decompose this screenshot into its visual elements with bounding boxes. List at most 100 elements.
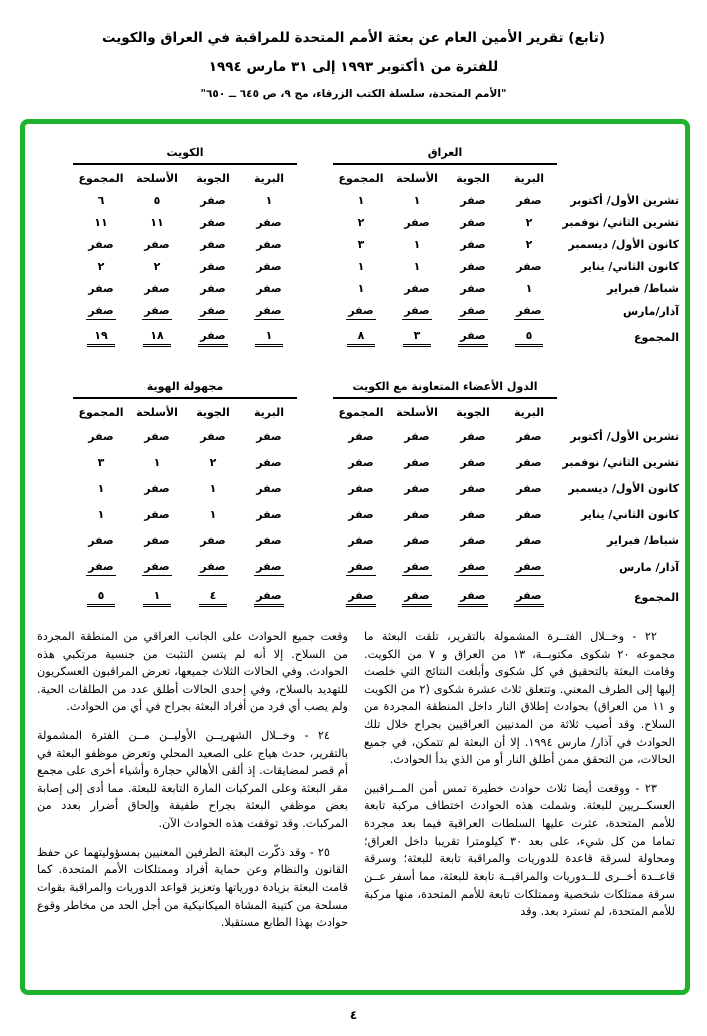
cell-value: ١ [143, 589, 171, 607]
cell-value: صفر [142, 560, 172, 576]
cell-value: صفر [348, 429, 374, 443]
month-label: آذار/مارس [623, 305, 679, 318]
cell-value: صفر [200, 281, 226, 295]
cell-value: صفر [144, 481, 170, 495]
table-row: تشرين الأول/ أكتوبر صفر صفر ١ ١ ١ صفر ٥ … [73, 189, 679, 211]
cell-value: ١ [357, 193, 365, 207]
cell-value: صفر [254, 560, 284, 576]
cell-value: صفر [144, 429, 170, 443]
cell-value: ١١ [150, 215, 164, 229]
cell-value: ١ [265, 193, 273, 207]
table-row: تشرين الثاني/ نوفمبر ٢ صفر صفر ٢ صفر صفر… [73, 211, 679, 233]
table-row: المجموع ٥ صفر ٣ ٨ ١ صفر ١٨ ١٩ [73, 324, 679, 351]
cell-value: صفر [346, 589, 376, 607]
cell-value: ١ [97, 507, 105, 521]
table-row: آذار/ مارس صفر صفر صفر صفر صفر صفر صفر ص… [73, 553, 679, 582]
text-column-left: وقعت جميع الحوادث على الجانب العراقي من … [37, 628, 348, 943]
col-header-ground: البرية [513, 172, 545, 185]
cell-value: صفر [256, 215, 282, 229]
cell-value: ٢ [153, 259, 161, 273]
cell-value: صفر [346, 304, 376, 320]
cell-value: صفر [198, 560, 228, 576]
cell-value: ١١ [94, 215, 108, 229]
month-label: المجموع [634, 331, 679, 344]
cell-value: ٣ [403, 329, 431, 347]
col-header-ground: البرية [253, 406, 285, 419]
cell-value: صفر [346, 560, 376, 576]
cell-value: صفر [144, 281, 170, 295]
cell-value: ١ [357, 259, 365, 273]
cell-value: ١ [525, 281, 533, 295]
report-title: (تابع) تقرير الأمين العام عن بعثة الأمم … [101, 30, 606, 46]
paragraph-24: ٢٤ - وخــلال الشهريــن الأوليــن مــن ال… [37, 729, 348, 831]
col-header-air: الجوية [196, 172, 230, 185]
cell-value: صفر [254, 304, 284, 320]
cell-value: صفر [88, 281, 114, 295]
cell-value: صفر [460, 429, 486, 443]
cell-value: صفر [200, 193, 226, 207]
month-label: كانون الثاني/ يناير [580, 259, 679, 273]
cell-value: صفر [516, 455, 542, 469]
group-header-row: الدول الأعضاء المتعاونة مع الكويت مجهولة… [73, 380, 679, 399]
group-header-kuwait: الكويت [73, 146, 297, 165]
cell-value: صفر [256, 259, 282, 273]
month-label: تشرين الثاني/ نوفمبر [562, 215, 679, 229]
cell-value: ٣ [357, 237, 365, 251]
month-label: كانون الثاني/ يناير [580, 507, 679, 521]
column-header-row: البرية الجوية الأسلحة المجموع البرية الج… [73, 164, 679, 189]
cell-value: صفر [88, 237, 114, 251]
cell-value: صفر [256, 533, 282, 547]
col-header-air: الجوية [196, 406, 230, 419]
month-label: كانون الأول/ ديسمبر [568, 237, 679, 251]
cell-value: ٥ [153, 193, 161, 207]
table-row: تشرين الثاني/ نوفمبر صفر صفر صفر صفر صفر… [73, 449, 679, 475]
cell-value: ١ [153, 455, 161, 469]
cell-value: صفر [458, 589, 488, 607]
cell-value: صفر [256, 455, 282, 469]
cell-value: صفر [458, 329, 488, 347]
highlight-border-box: العراق الكويت البرية الجوية الأسلحة المج… [20, 119, 690, 995]
cell-value: صفر [256, 237, 282, 251]
cell-value: صفر [402, 589, 432, 607]
col-header-air: الجوية [456, 172, 490, 185]
cell-value: ١٨ [143, 329, 171, 347]
body-text-area: ٢٢ - وخــلال الفتــرة المشمولة بالتقرير،… [37, 628, 675, 943]
month-label: تشرين الأول/ أكتوبر [570, 429, 679, 443]
cell-value: صفر [256, 507, 282, 521]
cell-value: ١ [209, 481, 217, 495]
cell-value: صفر [404, 507, 430, 521]
col-header-weapons: الأسلحة [136, 406, 178, 419]
col-header-ground: البرية [513, 406, 545, 419]
table-row: شباط/ فبراير صفر صفر صفر صفر صفر صفر صفر… [73, 527, 679, 553]
table-row: كانون الثاني/ يناير صفر صفر ١ ١ صفر صفر … [73, 255, 679, 277]
cell-value: صفر [86, 304, 116, 320]
col-header-total: المجموع [338, 172, 384, 185]
cell-value: صفر [200, 215, 226, 229]
cell-value: صفر [460, 281, 486, 295]
group-header-iraq: العراق [333, 146, 557, 165]
cell-value: صفر [88, 533, 114, 547]
cell-value: ٢ [525, 215, 533, 229]
cell-value: ٤ [199, 589, 227, 607]
col-header-weapons: الأسلحة [396, 406, 438, 419]
cell-value: صفر [348, 507, 374, 521]
incidents-table-iraq-kuwait: العراق الكويت البرية الجوية الأسلحة المج… [73, 146, 679, 351]
cell-value: صفر [256, 429, 282, 443]
cell-value: صفر [460, 481, 486, 495]
cell-value: صفر [458, 560, 488, 576]
month-label: شباط/ فبراير [607, 533, 679, 547]
incidents-table-members-unknown: الدول الأعضاء المتعاونة مع الكويت مجهولة… [73, 380, 679, 613]
cell-value: صفر [516, 507, 542, 521]
group-header-member-states: الدول الأعضاء المتعاونة مع الكويت [333, 380, 557, 399]
col-header-weapons: الأسلحة [136, 172, 178, 185]
month-label: كانون الأول/ ديسمبر [568, 481, 679, 495]
cell-value: صفر [254, 589, 284, 607]
cell-value: صفر [256, 281, 282, 295]
table-row: شباط/ فبراير ١ صفر صفر ١ صفر صفر صفر صفر [73, 277, 679, 299]
cell-value: ٨ [347, 329, 375, 347]
cell-value: صفر [200, 533, 226, 547]
cell-value: صفر [348, 455, 374, 469]
text-column-right: ٢٢ - وخــلال الفتــرة المشمولة بالتقرير،… [364, 628, 675, 943]
table-row: المجموع صفر صفر صفر صفر صفر ٤ ١ ٥ [73, 582, 679, 613]
cell-value: صفر [458, 304, 488, 320]
